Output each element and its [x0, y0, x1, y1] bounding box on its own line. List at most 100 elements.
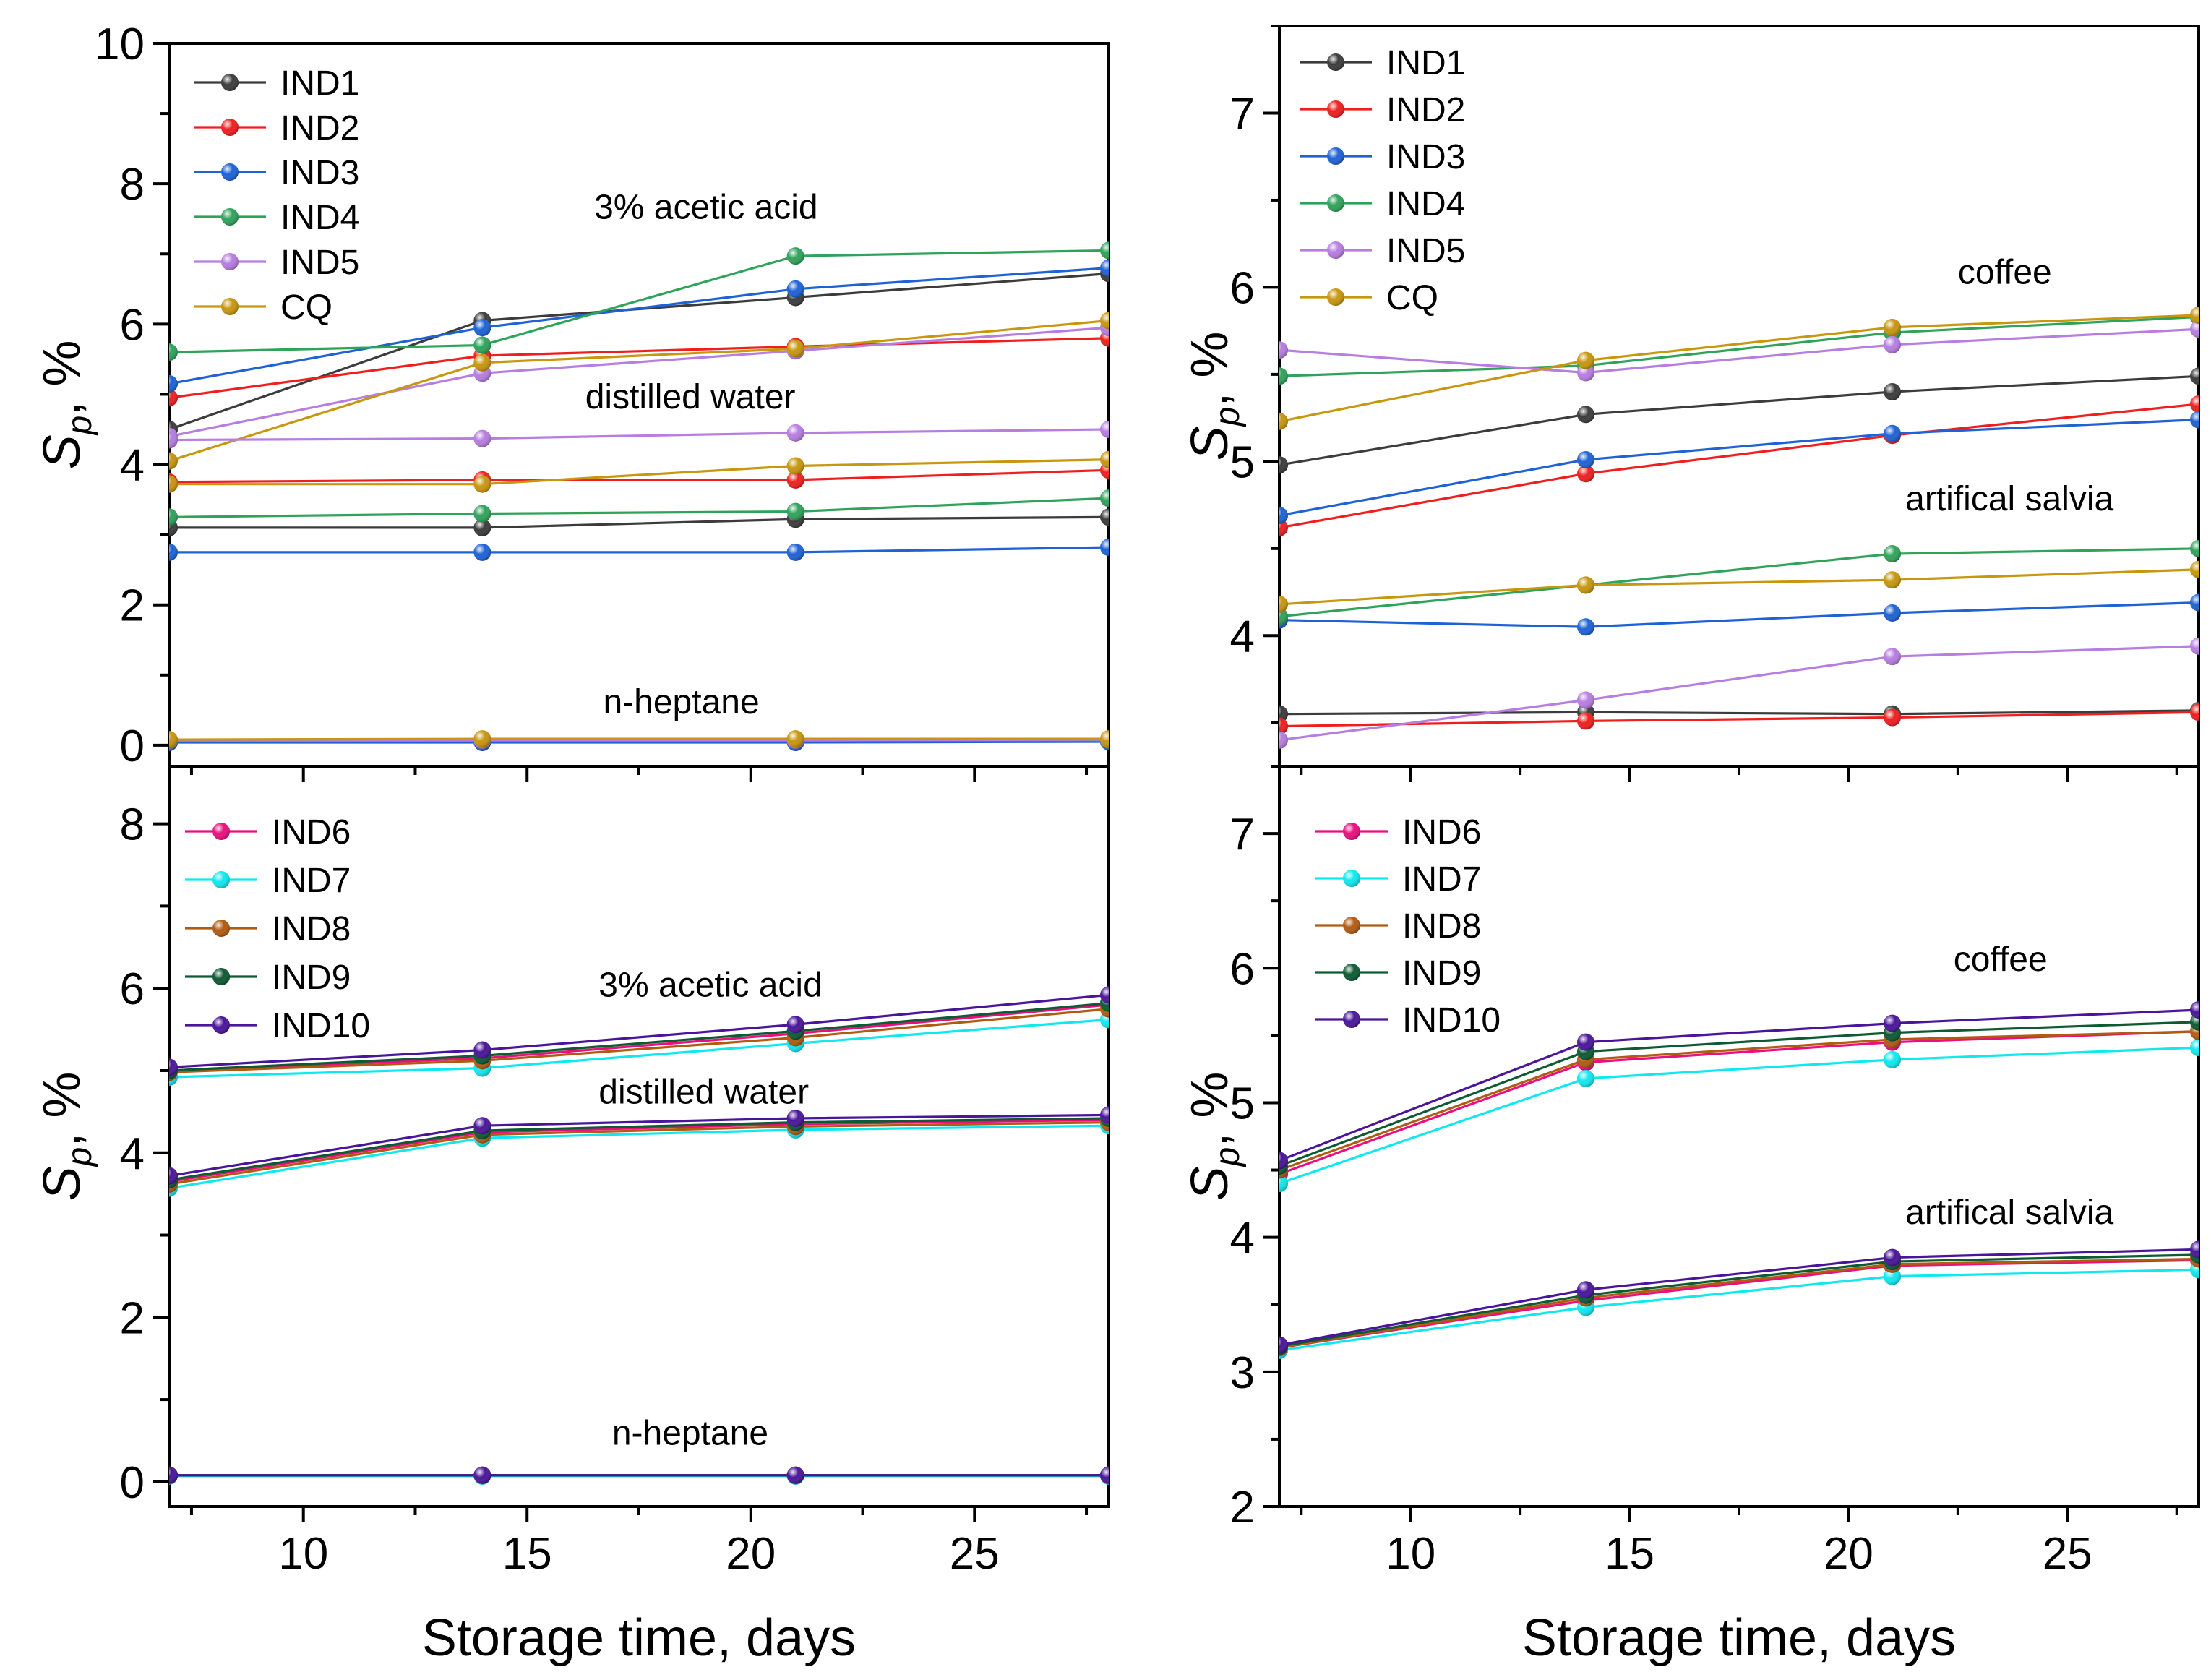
legend-label-ind8: IND8	[272, 910, 351, 948]
legend-top-right: IND1 IND2 IND3 IND4 IND5 CQ	[1300, 44, 1465, 317]
y-tick-label: 5	[1230, 437, 1255, 487]
x-axis-title: Storage time, days	[422, 1609, 856, 1667]
data-point-shine	[1100, 539, 1109, 557]
y-tick-label: 3	[1230, 1348, 1255, 1398]
y-axis-title: Sp, %	[33, 1072, 99, 1201]
y-axis-title-sub: p	[1208, 1147, 1247, 1168]
data-point-shine	[1100, 489, 1109, 507]
series-layer-bottom-right	[1279, 1000, 2199, 1360]
series-line-ind7-artifical-salvia	[1279, 1268, 2199, 1352]
legend-marker-shine	[1327, 241, 1344, 259]
data-point-shine	[1577, 1069, 1594, 1087]
legend-marker-shine	[212, 871, 230, 888]
y-tick-label: 8	[120, 800, 145, 850]
data-point-shine	[786, 502, 804, 520]
legend-marker-shine	[1343, 1011, 1360, 1028]
data-point-shine	[1577, 351, 1594, 369]
y-tick-label: 2	[120, 1293, 145, 1343]
annotation-label: 3% acetic acid	[598, 967, 822, 1005]
legend-marker-shine	[1343, 917, 1360, 934]
legend-label-ind4: IND4	[280, 199, 359, 237]
legend-marker-shine	[1327, 147, 1344, 165]
data-point-shine	[2190, 411, 2199, 429]
series-line-ind7-3-acetic-acid	[169, 1018, 1109, 1079]
data-point-shine	[786, 247, 804, 265]
data-point-shine	[1279, 1336, 1288, 1354]
series-line-ind8-distilled-water	[169, 1121, 1109, 1186]
y-tick-label: 10	[95, 20, 145, 69]
series-layer-top-right	[1279, 306, 2199, 749]
data-point-shine	[1577, 618, 1594, 636]
x-tick-label: 20	[726, 1529, 776, 1579]
legend-label-cq: CQ	[1386, 279, 1438, 317]
data-point-shine	[786, 280, 804, 298]
y-tick-label: 4	[120, 441, 145, 491]
y-tick-label: 4	[1230, 1214, 1255, 1264]
data-point-shine	[1577, 406, 1594, 424]
x-tick-label: 15	[502, 1529, 552, 1579]
legend-bottom-left: IND6 IND7 IND8 IND9 IND10	[185, 813, 370, 1045]
y-tick-label: 4	[1230, 612, 1255, 661]
series-line-ind4-artifical-salvia	[1279, 547, 2199, 618]
data-point-shine	[786, 1466, 804, 1484]
legend-marker-shine	[1327, 194, 1344, 212]
data-point-shine	[1884, 1014, 1901, 1032]
legend-marker-shine	[1343, 870, 1360, 887]
data-point-shine	[1884, 708, 1901, 727]
legend-label-ind4: IND4	[1386, 185, 1465, 223]
data-point-shine	[169, 431, 178, 449]
legend-marker-shine	[221, 253, 239, 270]
legend-marker-shine	[212, 1016, 230, 1034]
data-point-shine	[169, 475, 178, 493]
data-point-shine	[1100, 508, 1109, 526]
data-point-shine	[1577, 364, 1594, 382]
legend-marker-shine	[1343, 823, 1360, 840]
y-axis-title-tail: , %	[33, 340, 91, 416]
legend-label-cq: CQ	[280, 288, 332, 327]
data-point-shine	[473, 336, 491, 354]
series-line-ind9-distilled-water	[169, 1117, 1109, 1181]
legend-marker-shine	[221, 208, 239, 226]
series-line-ind1-coffee	[1279, 374, 2199, 466]
legend-label-ind2: IND2	[280, 109, 359, 147]
legend-label-ind10: IND10	[1402, 1001, 1501, 1040]
series-line-ind10-distilled-water	[169, 1113, 1109, 1178]
data-point-shine	[169, 731, 178, 749]
data-point-shine	[169, 374, 178, 393]
y-tick-label: 0	[120, 1458, 145, 1508]
data-point-shine	[2190, 560, 2199, 578]
data-point-shine	[473, 1117, 491, 1135]
series-line-ind2-distilled-water	[169, 468, 1109, 484]
data-point-shine	[169, 452, 178, 470]
series-line-cq-n-heptane	[169, 737, 1109, 741]
x-tick-label: 15	[1605, 1529, 1654, 1579]
series-line-ind5-artifical-salvia	[1279, 645, 2199, 742]
data-point-shine	[169, 389, 178, 407]
legend-label-ind7: IND7	[1402, 860, 1481, 899]
data-point-shine	[473, 543, 491, 561]
data-point-shine	[1884, 1267, 1901, 1285]
legend-marker-shine	[1343, 964, 1360, 981]
series-line-ind8-3-acetic-acid	[169, 1008, 1109, 1073]
y-axis-title-main: S	[1181, 426, 1239, 460]
annotation-label: n-heptane	[612, 1415, 768, 1453]
data-point-shine	[1577, 712, 1594, 730]
series-line-ind7-coffee	[1279, 1046, 2199, 1185]
data-point-shine	[2190, 395, 2199, 413]
data-point-shine	[1100, 1466, 1109, 1484]
data-point-shine	[786, 471, 804, 489]
data-point-shine	[169, 508, 178, 526]
y-axis-title: Sp, %	[33, 340, 99, 470]
data-point-shine	[1100, 420, 1109, 438]
series-line-ind6-artifical-salvia	[1279, 1259, 2199, 1349]
y-tick-label: 7	[1230, 810, 1255, 860]
series-line-ind9-artifical-salvia	[1279, 1253, 2199, 1348]
data-point-shine	[786, 730, 804, 748]
data-point-shine	[1279, 595, 1288, 613]
data-point-shine	[1577, 1281, 1594, 1299]
legend-marker-shine	[212, 823, 230, 840]
data-point-shine	[169, 1466, 178, 1484]
legend-bottom-right: IND6 IND7 IND8 IND9 IND10	[1315, 813, 1501, 1040]
data-point-shine	[1884, 571, 1901, 589]
